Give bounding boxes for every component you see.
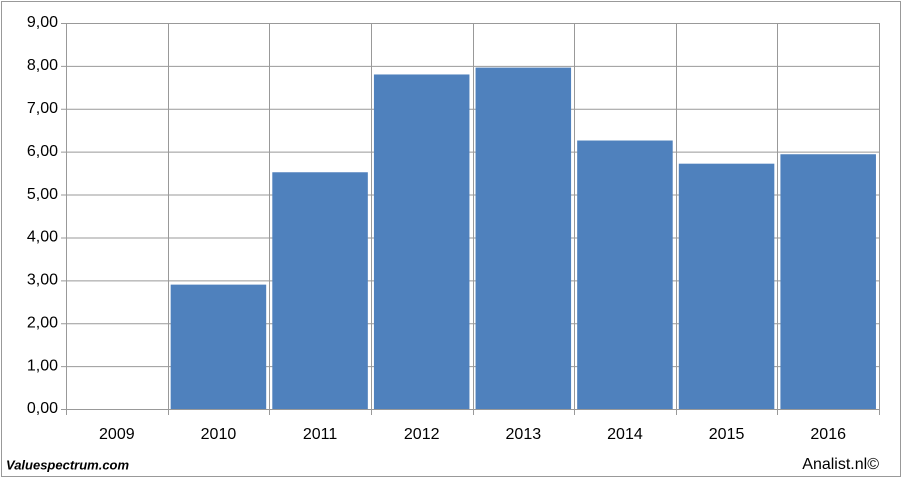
y-tick-label: 6,00 [27, 143, 58, 160]
bar [272, 172, 368, 409]
footer-right: Analist.nl© [802, 456, 879, 473]
x-tick-label: 2016 [810, 426, 846, 443]
x-tick-label: 2013 [506, 426, 542, 443]
y-tick-label: 7,00 [27, 100, 58, 117]
y-tick-label: 2,00 [27, 314, 58, 331]
y-tick-label: 8,00 [27, 57, 58, 74]
y-tick-label: 4,00 [27, 229, 58, 246]
x-tick-label: 2010 [201, 426, 237, 443]
y-tick-label: 9,00 [27, 14, 58, 31]
bar [678, 163, 775, 409]
y-tick-label: 5,00 [27, 186, 58, 203]
bar [475, 67, 572, 410]
y-tick-label: 1,00 [27, 357, 58, 374]
y-tick-label: 0,00 [27, 400, 58, 417]
bar [170, 284, 267, 409]
y-tick-label: 3,00 [27, 272, 58, 289]
x-tick-label: 2011 [303, 426, 338, 443]
x-tick-label: 2015 [709, 426, 745, 443]
x-tick-label: 2012 [404, 426, 440, 443]
x-tick-label: 2009 [99, 426, 135, 443]
x-tick-label: 2014 [607, 426, 643, 443]
footer-left: Valuespectrum.com [6, 457, 130, 472]
bar [577, 140, 673, 409]
bar [373, 74, 470, 409]
bar [780, 154, 876, 409]
